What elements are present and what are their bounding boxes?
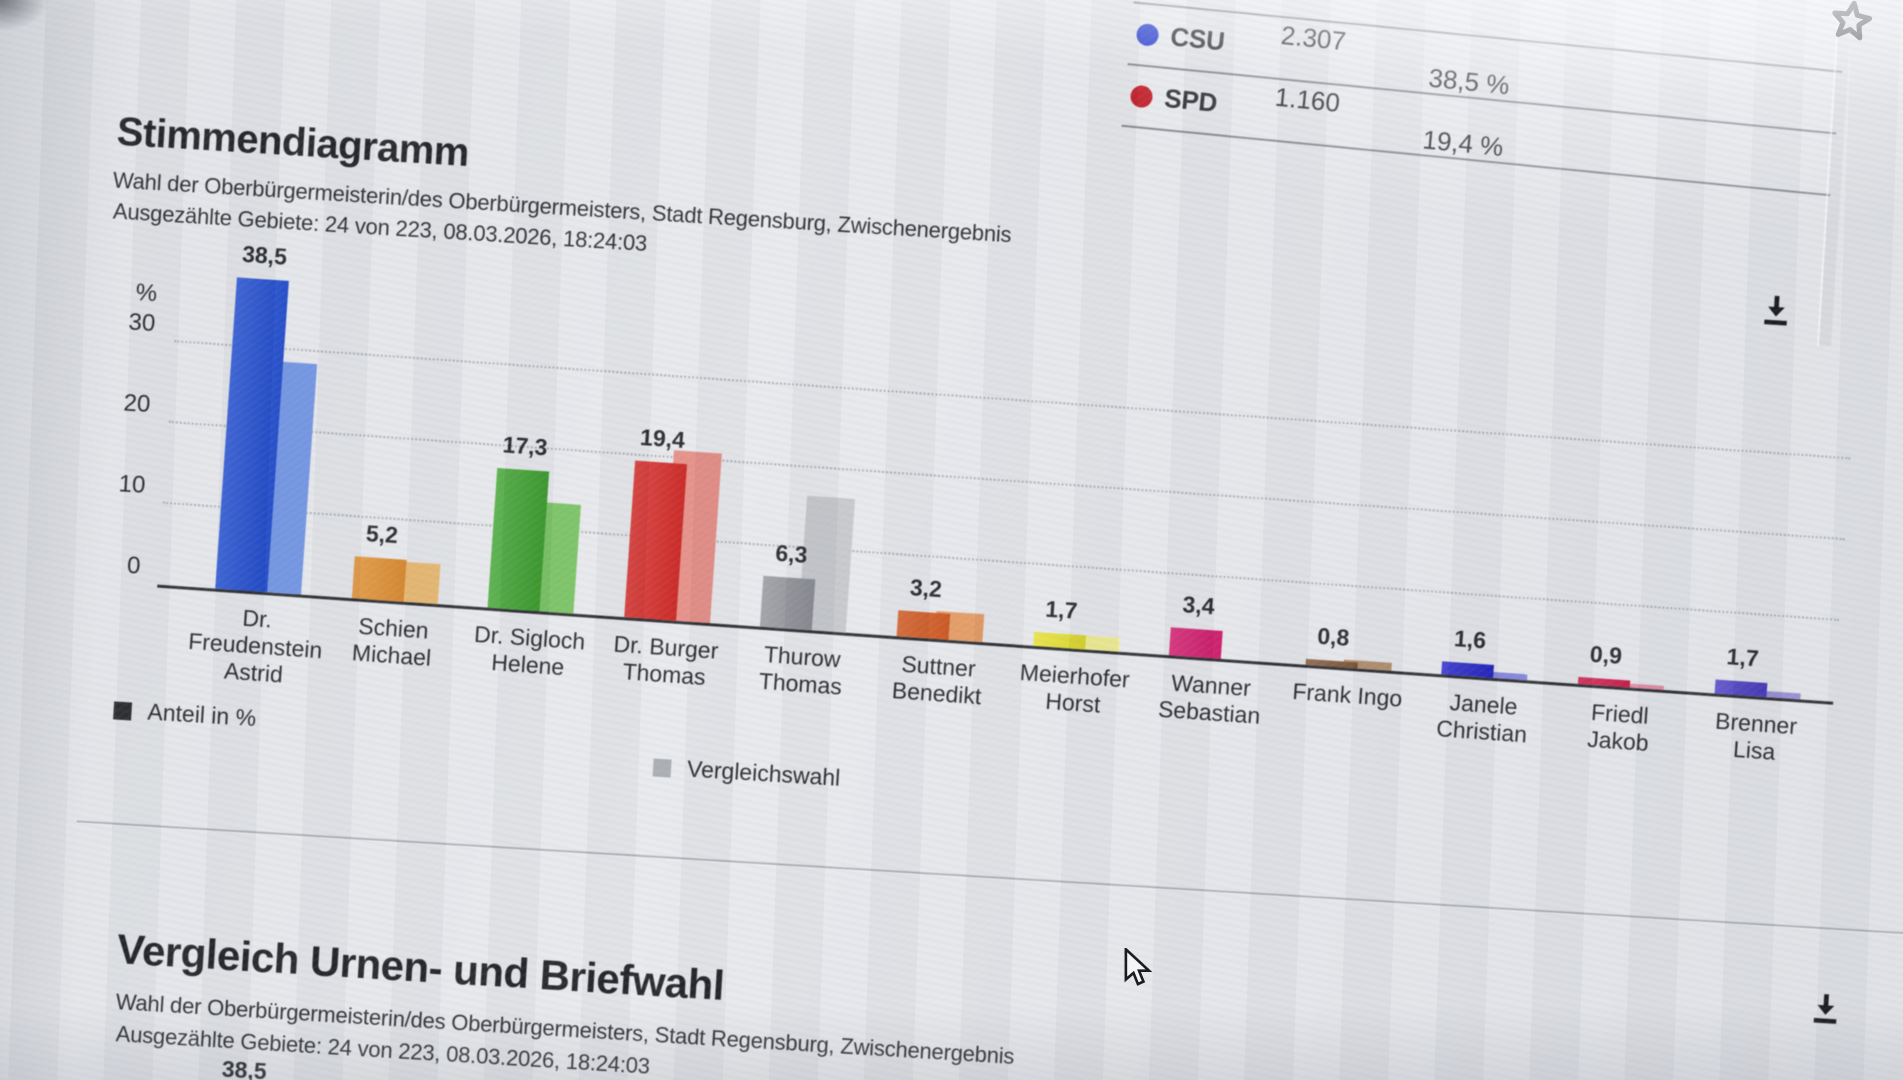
bar-group: 17,3 Dr. Sigloch Helene [464, 287, 623, 680]
bar-value-label: 38,5 [241, 240, 288, 270]
y-tick-label: 20 [122, 389, 152, 419]
bar-value-label: 0,9 [1589, 640, 1623, 669]
result-bar[interactable] [760, 575, 816, 631]
bar-group: 38,5 Dr. Freudenstein Astrid [187, 241, 350, 688]
result-bar[interactable] [624, 460, 687, 621]
download-section-button[interactable] [1805, 988, 1845, 1028]
y-tick-label: 30 [127, 308, 157, 338]
summary-table: CSU 2.307 38,5 % SPD 1.160 19,4 % [1121, 1, 1843, 197]
bar-group: 19,4 Dr. Burger Thomas [600, 296, 759, 690]
y-tick-label: 0 [126, 551, 142, 580]
section-title: Stimmendiagramm [115, 109, 471, 176]
bar-value-label: 1,6 [1453, 625, 1487, 654]
result-bar[interactable] [896, 610, 951, 640]
party-cell: CSU [1135, 18, 1226, 57]
bar-group: 1,7 Brenner Lisa [1690, 373, 1849, 765]
party-name: SPD [1163, 82, 1219, 118]
category-label: Suttner Benedikt [891, 650, 983, 710]
bar-value-label: 3,4 [1181, 591, 1216, 620]
category-label: Meierhofer Horst [1019, 658, 1131, 718]
bar-group: 5,2 Schien Michael [328, 277, 487, 671]
votes-value: 2.307 [1279, 19, 1348, 57]
result-bar[interactable] [351, 556, 407, 602]
bar-value-label: 0,8 [1316, 622, 1351, 651]
category-label: Friedl Jakob [1586, 698, 1650, 756]
result-bar[interactable] [1169, 627, 1223, 659]
bar-value-label: 19,4 [639, 423, 686, 453]
party-color-dot-icon [1129, 84, 1154, 109]
legend-swatch [113, 700, 133, 720]
category-label: Brenner Lisa [1714, 707, 1798, 765]
bar-group: 3,4 Wanner Sebastian [1145, 334, 1304, 729]
category-label: Schien Michael [351, 612, 433, 671]
download-icon [1764, 295, 1787, 326]
legend-label: Anteil in % [146, 698, 257, 732]
partial-bar-value: 38,5 [221, 1055, 268, 1080]
category-label: Wanner Sebastian [1157, 669, 1262, 729]
download-icon [1813, 994, 1837, 1024]
y-axis-unit: % [134, 279, 158, 308]
category-label: Dr. Freudenstein Astrid [187, 604, 324, 688]
mouse-cursor-icon [1124, 946, 1154, 995]
category-label: Janele Christian [1435, 689, 1528, 748]
star-icon [1832, 0, 1873, 41]
bar-group: 1,6 Janele Christian [1418, 353, 1577, 747]
category-label: Dr. Sigloch Helene [473, 620, 587, 681]
party-color-dot-icon [1135, 22, 1160, 47]
y-tick-label: 10 [117, 470, 147, 499]
bar-value-label: 1,7 [1725, 643, 1760, 672]
party-cell: SPD [1129, 80, 1219, 119]
download-chart-button[interactable] [1756, 290, 1796, 330]
bar-value-label: 1,7 [1044, 595, 1079, 624]
favorite-star-button[interactable] [1824, 0, 1877, 52]
y-axis: % 0 10 20 30 [69, 0, 183, 594]
category-label: Dr. Burger Thomas [612, 630, 720, 690]
legend-item-anteil: Anteil in % [113, 696, 257, 732]
bar-value-label: 17,3 [501, 431, 549, 461]
result-bar[interactable] [487, 467, 550, 612]
votes-value: 1.160 [1273, 81, 1342, 118]
legend-swatch [652, 757, 672, 778]
legend-item-vergleichswahl: Vergleichswahl [652, 753, 841, 791]
category-label: Frank Ingo [1291, 678, 1404, 712]
bar-chart: 38,5 Dr. Freudenstein Astrid 5,2 Schien Michae… [157, 241, 1851, 765]
legend-label: Vergleichswahl [686, 755, 842, 791]
section-divider [76, 820, 1903, 936]
party-name: CSU [1169, 21, 1227, 57]
category-label: Thurow Thomas [758, 641, 843, 700]
bar-value-label: 3,2 [909, 574, 943, 603]
percent-value: 19,4 % [1421, 124, 1505, 163]
bar-value-label: 5,2 [365, 519, 399, 549]
